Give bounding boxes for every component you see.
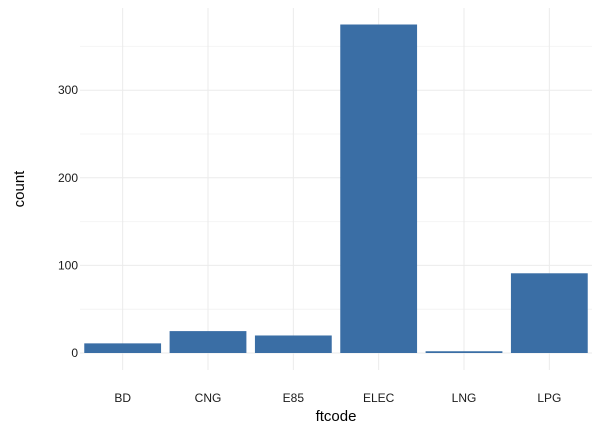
y-tick-label: 300: [58, 83, 78, 97]
y-tick-label: 100: [58, 258, 78, 272]
x-tick-label: LNG: [452, 391, 477, 405]
bar-bd: [84, 343, 162, 353]
y-tick-labels: 0 100 200 300: [58, 83, 78, 360]
bar-lng: [425, 351, 503, 353]
x-tick-label: CNG: [195, 391, 222, 405]
x-tick-labels: BD CNG E85 ELEC LNG LPG: [114, 391, 561, 405]
x-tick-label: ELEC: [363, 391, 395, 405]
x-tick-label: E85: [283, 391, 305, 405]
bar-lpg: [510, 273, 588, 353]
x-axis-title: ftcode: [316, 408, 357, 425]
y-tick-label: 0: [71, 346, 78, 360]
y-axis-title: count: [11, 170, 28, 208]
bar-elec: [340, 24, 418, 353]
x-tick-label: LPG: [537, 391, 561, 405]
bar-cng: [169, 331, 247, 353]
bar-e85: [254, 335, 332, 353]
y-tick-label: 200: [58, 171, 78, 185]
x-tick-label: BD: [114, 391, 131, 405]
bars-layer: [84, 24, 588, 353]
